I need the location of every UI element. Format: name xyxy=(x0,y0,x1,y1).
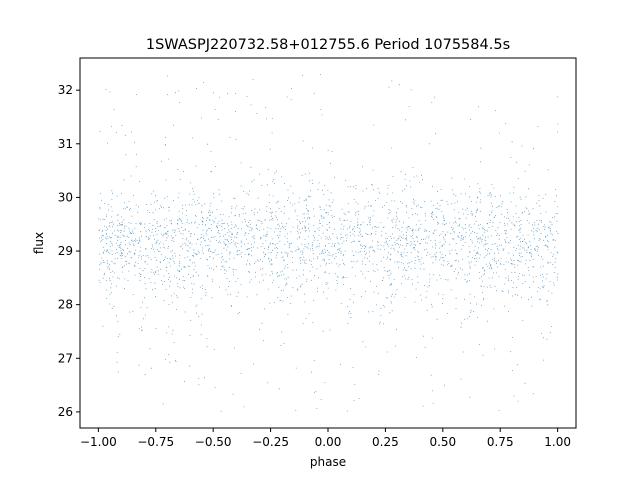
y-tick-label: 29 xyxy=(58,244,73,258)
x-tick-label: −1.00 xyxy=(80,435,117,449)
y-tick-label: 31 xyxy=(58,137,73,151)
y-tick-label: 32 xyxy=(58,83,73,97)
x-tick-label: 0.25 xyxy=(372,435,399,449)
x-tick-label: −0.25 xyxy=(252,435,289,449)
y-axis: 26 27 28 29 30 31 32 xyxy=(58,83,80,419)
x-tick-label: −0.75 xyxy=(137,435,174,449)
y-tick-label: 30 xyxy=(58,190,73,204)
x-axis-label: phase xyxy=(310,455,346,469)
x-tick-label: 0.00 xyxy=(315,435,342,449)
y-axis-label: flux xyxy=(32,232,46,254)
x-tick-label: 1.00 xyxy=(544,435,571,449)
x-tick-label: −0.50 xyxy=(195,435,232,449)
y-tick-label: 28 xyxy=(58,298,73,312)
flux-points xyxy=(98,74,559,412)
y-tick-label: 27 xyxy=(58,351,73,365)
chart-title: 1SWASPJ220732.58+012755.6 Period 1075584… xyxy=(146,37,510,53)
x-axis: −1.00 −0.75 −0.50 −0.25 0.00 0.25 0.50 0.75 1.00 xyxy=(80,428,571,449)
x-tick-label: 0.50 xyxy=(429,435,456,449)
x-tick-label: 0.75 xyxy=(487,435,514,449)
data-points xyxy=(98,74,559,412)
y-tick-label: 26 xyxy=(58,405,73,419)
